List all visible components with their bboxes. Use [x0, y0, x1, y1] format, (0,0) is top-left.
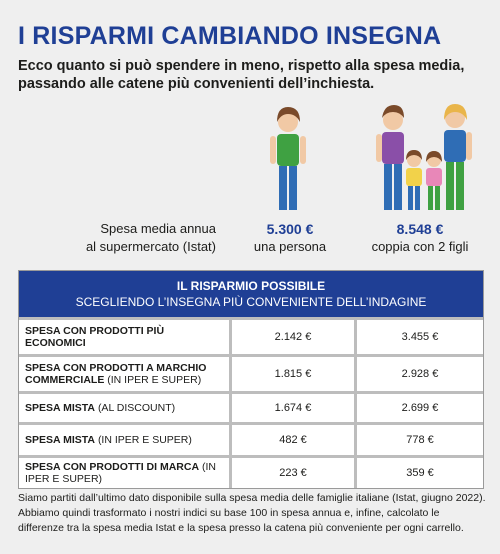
- row-label: SPESA CON PRODOTTI DI MARCA: [25, 461, 200, 473]
- row-label-text: SPESA MISTA (IN IPER E SUPER): [25, 434, 192, 446]
- summary-column: 5.300 € una persona: [230, 220, 350, 256]
- table-row: SPESA MISTA (IN IPER E SUPER) 482 €778 €: [19, 425, 483, 455]
- row-label-cell: SPESA CON PRODOTTI DI MARCA (IN IPER E S…: [19, 458, 229, 488]
- summary-amount: 8.548 €: [396, 221, 444, 237]
- value-cell: 482 €: [232, 425, 354, 455]
- person-icon: [270, 107, 306, 210]
- row-note: (AL DISCOUNT): [97, 402, 176, 414]
- row-note: (IN IPER E SUPER): [97, 434, 192, 446]
- summary-column: 8.548 € coppia con 2 figli: [360, 220, 480, 256]
- row-label-text: SPESA CON PRODOTTI A MARCHIO COMMERCIALE…: [25, 362, 223, 386]
- summary-label: Spesa media annua al supermercato (Istat…: [40, 220, 216, 256]
- row-label-text: SPESA MISTA (AL DISCOUNT): [25, 402, 175, 414]
- table-row: SPESA MISTA (AL DISCOUNT) 1.674 €2.699 €: [19, 394, 483, 422]
- summary-caption: coppia con 2 figli: [371, 239, 469, 254]
- row-label: SPESA CON PRODOTTI PIÙ ECONOMICI: [25, 325, 165, 349]
- summary-amount: 5.300 €: [266, 221, 314, 237]
- value-cell: 778 €: [357, 425, 483, 455]
- value-cell: 2.699 €: [357, 394, 483, 422]
- table-body: SPESA CON PRODOTTI PIÙ ECONOMICI 2.142 €3…: [19, 320, 483, 488]
- value-cell: 1.674 €: [232, 394, 354, 422]
- row-label-cell: SPESA MISTA (IN IPER E SUPER): [19, 425, 229, 455]
- value-cell: 359 €: [357, 458, 483, 488]
- row-note: (IN IPER E SUPER): [25, 461, 216, 485]
- footnote: Siamo partiti dall’ultimo dato disponibi…: [18, 492, 486, 534]
- table: IL RISPARMIO POSSIBILE SCEGLIENDO L’INSE…: [18, 270, 484, 489]
- illustrations: [270, 104, 472, 210]
- value-cell: 2.928 €: [357, 357, 483, 391]
- table-row: SPESA CON PRODOTTI A MARCHIO COMMERCIALE…: [19, 357, 483, 391]
- table-row: SPESA CON PRODOTTI PIÙ ECONOMICI 2.142 €3…: [19, 320, 483, 354]
- row-label: SPESA CON PRODOTTI A MARCHIO COMMERCIALE: [25, 362, 207, 386]
- row-label-cell: SPESA CON PRODOTTI PIÙ ECONOMICI: [19, 320, 229, 354]
- row-label: SPESA MISTA: [25, 434, 96, 446]
- table-header-title: IL RISPARMIO POSSIBILE: [176, 279, 326, 293]
- row-label-text: SPESA CON PRODOTTI PIÙ ECONOMICI: [25, 325, 223, 349]
- row-label-cell: SPESA MISTA (AL DISCOUNT): [19, 394, 229, 422]
- row-label: SPESA MISTA: [25, 402, 96, 414]
- row-label-cell: SPESA CON PRODOTTI A MARCHIO COMMERCIALE…: [19, 357, 229, 391]
- summary-label-line: al supermercato (Istat): [85, 239, 216, 254]
- value-cell: 3.455 €: [357, 320, 483, 354]
- row-label-text: SPESA CON PRODOTTI DI MARCA (IN IPER E S…: [25, 461, 223, 485]
- title: I RISPARMI CAMBIANDO INSEGNA: [18, 22, 442, 50]
- table-header-subtitle: SCEGLIENDO L’INSEGNA PIÙ CONVENIENTE DEL…: [75, 295, 427, 309]
- table-row: SPESA CON PRODOTTI DI MARCA (IN IPER E S…: [19, 458, 483, 488]
- table-header: IL RISPARMIO POSSIBILE SCEGLIENDO L’INSE…: [19, 271, 483, 317]
- row-note: (IN IPER E SUPER): [107, 374, 202, 386]
- summary-caption: una persona: [253, 239, 327, 254]
- value-cell: 2.142 €: [232, 320, 354, 354]
- subtitle: Ecco quanto si può spendere in meno, ris…: [18, 58, 465, 92]
- summary-label-line: Spesa media annua: [100, 221, 216, 236]
- value-cell: 1.815 €: [232, 357, 354, 391]
- value-cell: 223 €: [232, 458, 354, 488]
- family-icon: [376, 104, 472, 210]
